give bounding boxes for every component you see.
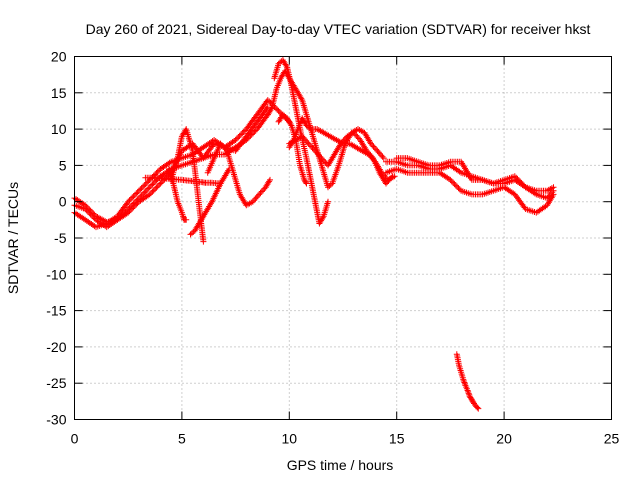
grid-lines: [74, 56, 612, 420]
y-tick-label: 10: [51, 121, 67, 137]
series-track-7: [187, 166, 233, 238]
x-tick-label: 25: [604, 431, 620, 447]
data-point-markers: [187, 166, 233, 238]
series-track-17: [453, 351, 482, 412]
series-track-16: [393, 155, 557, 202]
y-axis-label: SDTVAR / TECUs: [5, 182, 21, 294]
data-points: [71, 57, 557, 412]
y-tick-label: -5: [54, 230, 67, 246]
data-point-markers: [453, 351, 482, 412]
data-point-markers: [166, 166, 190, 223]
series-track-8: [204, 140, 273, 209]
x-tick-label: 15: [389, 431, 405, 447]
y-tick-label: -30: [46, 412, 66, 428]
y-tick-label: 0: [59, 194, 67, 210]
data-point-markers: [383, 166, 557, 216]
x-tick-label: 20: [496, 431, 512, 447]
series-track-15: [383, 166, 557, 216]
y-tick-label: 5: [59, 157, 67, 173]
x-axis-label: GPS time / hours: [287, 457, 394, 473]
data-point-markers: [393, 155, 557, 202]
x-tick-label: 5: [178, 431, 186, 447]
data-point-markers: [286, 129, 396, 187]
data-point-markers: [204, 140, 273, 209]
y-tick-label: -25: [46, 375, 66, 391]
x-tick-label: 10: [282, 431, 298, 447]
x-tick-label: 0: [71, 431, 79, 447]
series-track-6: [166, 166, 190, 223]
y-tick-label: 15: [51, 85, 67, 101]
y-tick-label: -20: [46, 339, 66, 355]
y-tick-label: -10: [46, 266, 66, 282]
series-track-13: [286, 129, 396, 187]
axis-ticks: 20 15 10 5 0 -5 -10 -15 -20 -25 -30 0 5 10 15 20 25: [46, 49, 619, 447]
y-tick-label: 20: [51, 49, 67, 65]
y-tick-label: -15: [46, 303, 66, 319]
chart-title: Day 260 of 2021, Sidereal Day-to-day VTE…: [86, 21, 591, 37]
